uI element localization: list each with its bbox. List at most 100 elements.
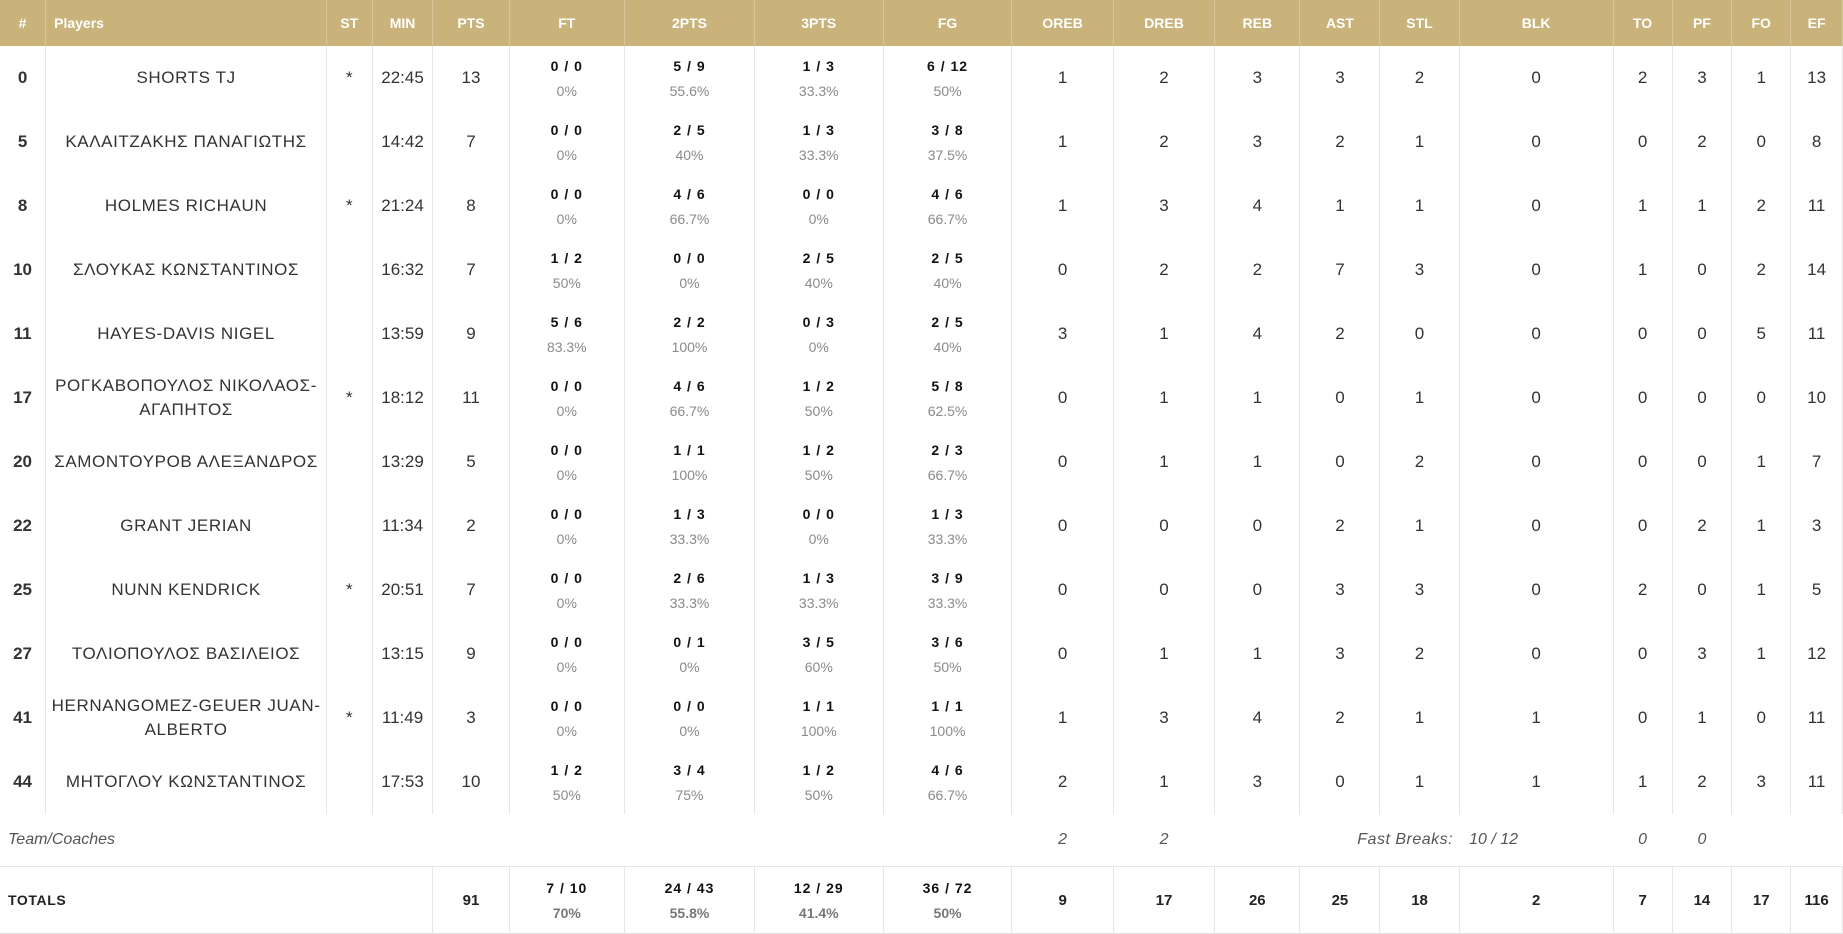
team-to: 0 [1638,831,1648,848]
col-header-pts[interactable]: PTS [432,0,510,46]
col-header-fg[interactable]: FG [883,0,1013,46]
starter-mark: * [326,686,373,750]
totals-pf: 14 [1672,866,1733,934]
player-to: 0 [1613,110,1673,174]
player-2pts-pct: 33.3% [669,595,710,611]
player-fo: 0 [1731,366,1792,430]
player-pf: 0 [1672,430,1733,494]
player-name[interactable]: HOLMES RICHAUN [45,174,327,238]
col-header-number[interactable]: # [0,0,47,46]
col-header-dreb[interactable]: DREB [1113,0,1216,46]
player-points: 3 [432,686,510,750]
player-ast: 3 [1299,46,1381,110]
starter-mark [326,302,373,366]
player-ef: 10 [1790,366,1843,430]
player-name[interactable]: ΣΑΜΟΝΤΟΥΡΟΒ ΑΛΕΞΑΝΔΡΟΣ [45,430,327,494]
player-number: 22 [0,494,47,558]
player-dreb: 0 [1113,494,1216,558]
player-3pts: 3 / 5 60% [754,622,884,686]
col-header-3pts[interactable]: 3PTS [754,0,884,46]
starter-mark [326,622,373,686]
col-header-oreb[interactable]: OREB [1011,0,1114,46]
col-header-stl[interactable]: STL [1379,0,1460,46]
starter-mark [326,494,373,558]
player-ft: 0 / 0 0% [509,686,626,750]
player-3pts-made: 3 / 5 [802,634,835,650]
player-points: 11 [432,366,510,430]
col-header-ef[interactable]: EF [1790,0,1843,46]
player-name[interactable]: ΜΗΤΟΓΛΟΥ ΚΩΝΣΤΑΝΤΙΝΟΣ [45,750,327,814]
player-ft-pct: 0% [556,211,577,227]
player-oreb: 0 [1011,622,1114,686]
player-ast: 3 [1299,558,1381,622]
player-2pts: 3 / 4 75% [624,750,755,814]
player-2pts: 2 / 6 33.3% [624,558,755,622]
player-points: 2 [432,494,510,558]
player-dreb: 2 [1113,46,1216,110]
player-reb: 4 [1214,302,1301,366]
player-fg-made: 2 / 5 [931,250,964,266]
col-header-blk[interactable]: BLK [1459,0,1614,46]
player-fg-pct: 40% [933,275,962,291]
player-reb: 4 [1214,686,1301,750]
col-header-fo[interactable]: FO [1731,0,1792,46]
player-2pts: 4 / 6 66.7% [624,366,755,430]
player-2pts: 1 / 3 33.3% [624,494,755,558]
player-fg: 3 / 9 33.3% [883,558,1013,622]
player-oreb: 1 [1011,174,1114,238]
col-header-st[interactable]: ST [326,0,373,46]
player-blk: 0 [1459,366,1614,430]
player-name[interactable]: HAYES-DAVIS NIGEL [45,302,327,366]
player-2pts-made: 4 / 6 [673,186,706,202]
player-number: 44 [0,750,47,814]
player-fo: 1 [1731,46,1792,110]
player-name[interactable]: ΣΛΟΥΚΑΣ ΚΩΝΣΤΑΝΤΙΝΟΣ [45,238,327,302]
player-fg: 2 / 5 40% [883,302,1013,366]
player-name[interactable]: SHORTS TJ [45,46,327,110]
player-dreb: 1 [1113,366,1216,430]
player-points: 10 [432,750,510,814]
col-header-reb[interactable]: REB [1214,0,1301,46]
player-ft-pct: 0% [556,403,577,419]
player-stl: 0 [1379,302,1460,366]
player-2pts-made: 2 / 5 [673,122,706,138]
player-name[interactable]: NUNN KENDRICK [45,558,327,622]
player-ft: 5 / 6 83.3% [509,302,626,366]
player-name[interactable]: ΚΑΛΑΙΤΖΑΚΗΣ ΠΑΝΑΓΙΩΤΗΣ [45,110,327,174]
team-oreb: 2 [1058,831,1068,848]
player-fg: 3 / 8 37.5% [883,110,1013,174]
player-blk: 1 [1459,750,1614,814]
col-header-to[interactable]: TO [1613,0,1673,46]
player-name[interactable]: ΤΟΛΙΟΠΟΥΛΟΣ ΒΑΣΙΛΕΙΟΣ [45,622,327,686]
player-2pts-pct: 0% [679,275,700,291]
col-header-2pts[interactable]: 2PTS [624,0,755,46]
player-name[interactable]: HERNANGOMEZ-GEUER JUAN-ALBERTO [45,686,327,750]
totals-pts: 91 [432,866,510,934]
player-ft-pct: 83.3% [546,339,587,355]
player-minutes: 22:45 [372,46,434,110]
player-reb: 2 [1214,238,1301,302]
player-2pts-pct: 0% [679,659,700,675]
player-2pts-made: 3 / 4 [673,762,706,778]
player-reb: 0 [1214,494,1301,558]
col-header-ast[interactable]: AST [1299,0,1381,46]
player-fg-pct: 37.5% [927,147,968,163]
col-header-pf[interactable]: PF [1672,0,1733,46]
team-coaches-label: Team/Coaches [8,831,116,848]
col-header-players[interactable]: Players [45,0,327,46]
player-row: 41 HERNANGOMEZ-GEUER JUAN-ALBERTO * 11:49 3 0… [0,686,1843,750]
player-name[interactable]: ΡΟΓΚΑΒΟΠΟΥΛΟΣ ΝΙΚΟΛΑΟΣ-ΑΓΑΠΗΤΟΣ [45,366,327,430]
player-points: 9 [432,622,510,686]
totals-fg-made: 36 / 72 [922,880,973,896]
player-pf: 2 [1672,110,1733,174]
col-header-ft[interactable]: FT [509,0,626,46]
player-fg-made: 2 / 3 [931,442,964,458]
player-ef: 7 [1790,430,1843,494]
player-stl: 1 [1379,110,1460,174]
player-name[interactable]: GRANT JERIAN [45,494,327,558]
player-stl: 2 [1379,430,1460,494]
col-header-min[interactable]: MIN [372,0,434,46]
totals-reb: 26 [1214,866,1301,934]
player-oreb: 2 [1011,750,1114,814]
player-fg: 2 / 3 66.7% [883,430,1013,494]
